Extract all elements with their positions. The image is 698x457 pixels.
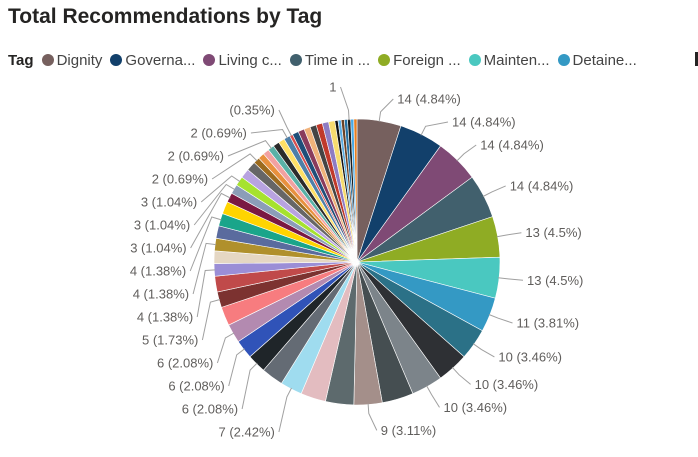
data-label: 2 (0.69%) — [152, 172, 208, 187]
leader-line — [496, 232, 522, 238]
data-label: 14 (4.84%) — [480, 138, 544, 153]
data-label: 6 (2.08%) — [182, 402, 238, 417]
leader-line — [200, 175, 241, 203]
leader-line — [250, 128, 288, 139]
leader-line — [228, 348, 245, 387]
leader-line — [367, 403, 378, 431]
leader-line — [456, 144, 477, 162]
leader-line — [201, 299, 221, 341]
leader-line — [278, 387, 292, 433]
leader-line — [216, 332, 235, 364]
leader-line — [189, 216, 222, 272]
legend-swatch — [557, 54, 570, 66]
legend-swatch — [468, 54, 481, 66]
leader-line — [192, 242, 217, 295]
legend-label: Governa... — [125, 51, 196, 69]
data-label: 2 (0.69%) — [168, 149, 224, 164]
data-label: (0.35%) — [229, 103, 275, 118]
data-label: 10 (3.46%) — [498, 349, 562, 364]
data-label: 4 (1.38%) — [133, 287, 189, 302]
legend-swatch — [378, 54, 391, 66]
leader-line — [420, 121, 449, 136]
leader-line — [426, 385, 440, 408]
legend-items: Dignity Governa... Living c... Time in ... F… — [41, 51, 645, 69]
legend-item[interactable]: Foreign ... — [378, 52, 461, 69]
leader-line — [482, 185, 506, 197]
leader-line — [196, 269, 216, 318]
data-label: 14 (4.84%) — [510, 178, 574, 193]
leader-line — [472, 343, 495, 358]
legend-label: Living c... — [218, 51, 282, 69]
legend-swatch — [289, 54, 302, 66]
legend: Tag Dignity Governa... Living c... Time in … — [8, 49, 690, 71]
data-label: 14 (4.84%) — [397, 92, 461, 107]
data-label: 10 (3.46%) — [444, 400, 508, 415]
data-label: 2 (0.69%) — [191, 126, 247, 141]
pie-slices — [213, 118, 501, 406]
data-label: 1 — [329, 80, 336, 95]
legend-label: Foreign ... — [393, 51, 461, 69]
data-label: 3 (1.04%) — [134, 218, 190, 233]
data-label: 13 (4.5%) — [527, 273, 583, 288]
data-label: 4 (1.38%) — [130, 264, 186, 279]
legend-scroll-indicator[interactable] — [695, 52, 698, 66]
pie-labels: 14 (4.84%) 14 (4.84%) 14 (4.84%) 14 (4.84%)… — [130, 80, 584, 440]
chart-title: Total Recommendations by Tag — [8, 5, 323, 28]
data-label: 6 (2.08%) — [168, 379, 224, 394]
data-label: 5 (1.73%) — [142, 333, 198, 348]
data-label: 3 (1.04%) — [130, 241, 186, 256]
data-label: 4 (1.38%) — [137, 310, 193, 325]
leader-line — [451, 366, 471, 385]
data-label: 6 (2.08%) — [157, 356, 213, 371]
legend-swatch — [110, 54, 123, 66]
pie-slice[interactable] — [353, 118, 358, 263]
legend-label: Mainten... — [483, 51, 550, 69]
data-label: 13 (4.5%) — [525, 225, 581, 240]
legend-title: Tag — [8, 51, 34, 69]
data-label: 10 (3.46%) — [475, 377, 539, 392]
data-label: 9 (3.11%) — [381, 423, 436, 438]
data-label: 3 (1.04%) — [141, 195, 197, 210]
legend-item[interactable]: Mainten... — [468, 51, 550, 69]
legend-item[interactable]: Time in ... — [289, 51, 371, 69]
leader-line — [498, 277, 524, 281]
data-label: 7 (2.42%) — [219, 425, 275, 440]
legend-swatch — [41, 54, 54, 66]
data-label: 11 (3.81%) — [517, 316, 580, 331]
legend-label: Dignity — [56, 51, 103, 69]
leader-line — [241, 362, 258, 410]
legend-label: Time in ... — [304, 51, 371, 69]
legend-label: Detaine... — [572, 51, 637, 69]
legend-item[interactable]: Living c... — [203, 51, 282, 69]
legend-swatch — [203, 54, 216, 66]
leader-line — [378, 98, 394, 122]
leader-line — [340, 86, 350, 121]
data-label: 14 (4.84%) — [452, 115, 516, 130]
legend-item[interactable]: Dignity — [41, 51, 103, 69]
leader-line — [278, 109, 292, 137]
leader-line — [211, 153, 258, 180]
leader-line — [193, 183, 236, 226]
legend-item[interactable]: Detaine... — [557, 51, 637, 69]
leader-line — [190, 192, 231, 249]
legend-item[interactable]: Governa... — [110, 52, 195, 69]
leader-line — [488, 314, 513, 324]
leader-line — [227, 139, 272, 157]
